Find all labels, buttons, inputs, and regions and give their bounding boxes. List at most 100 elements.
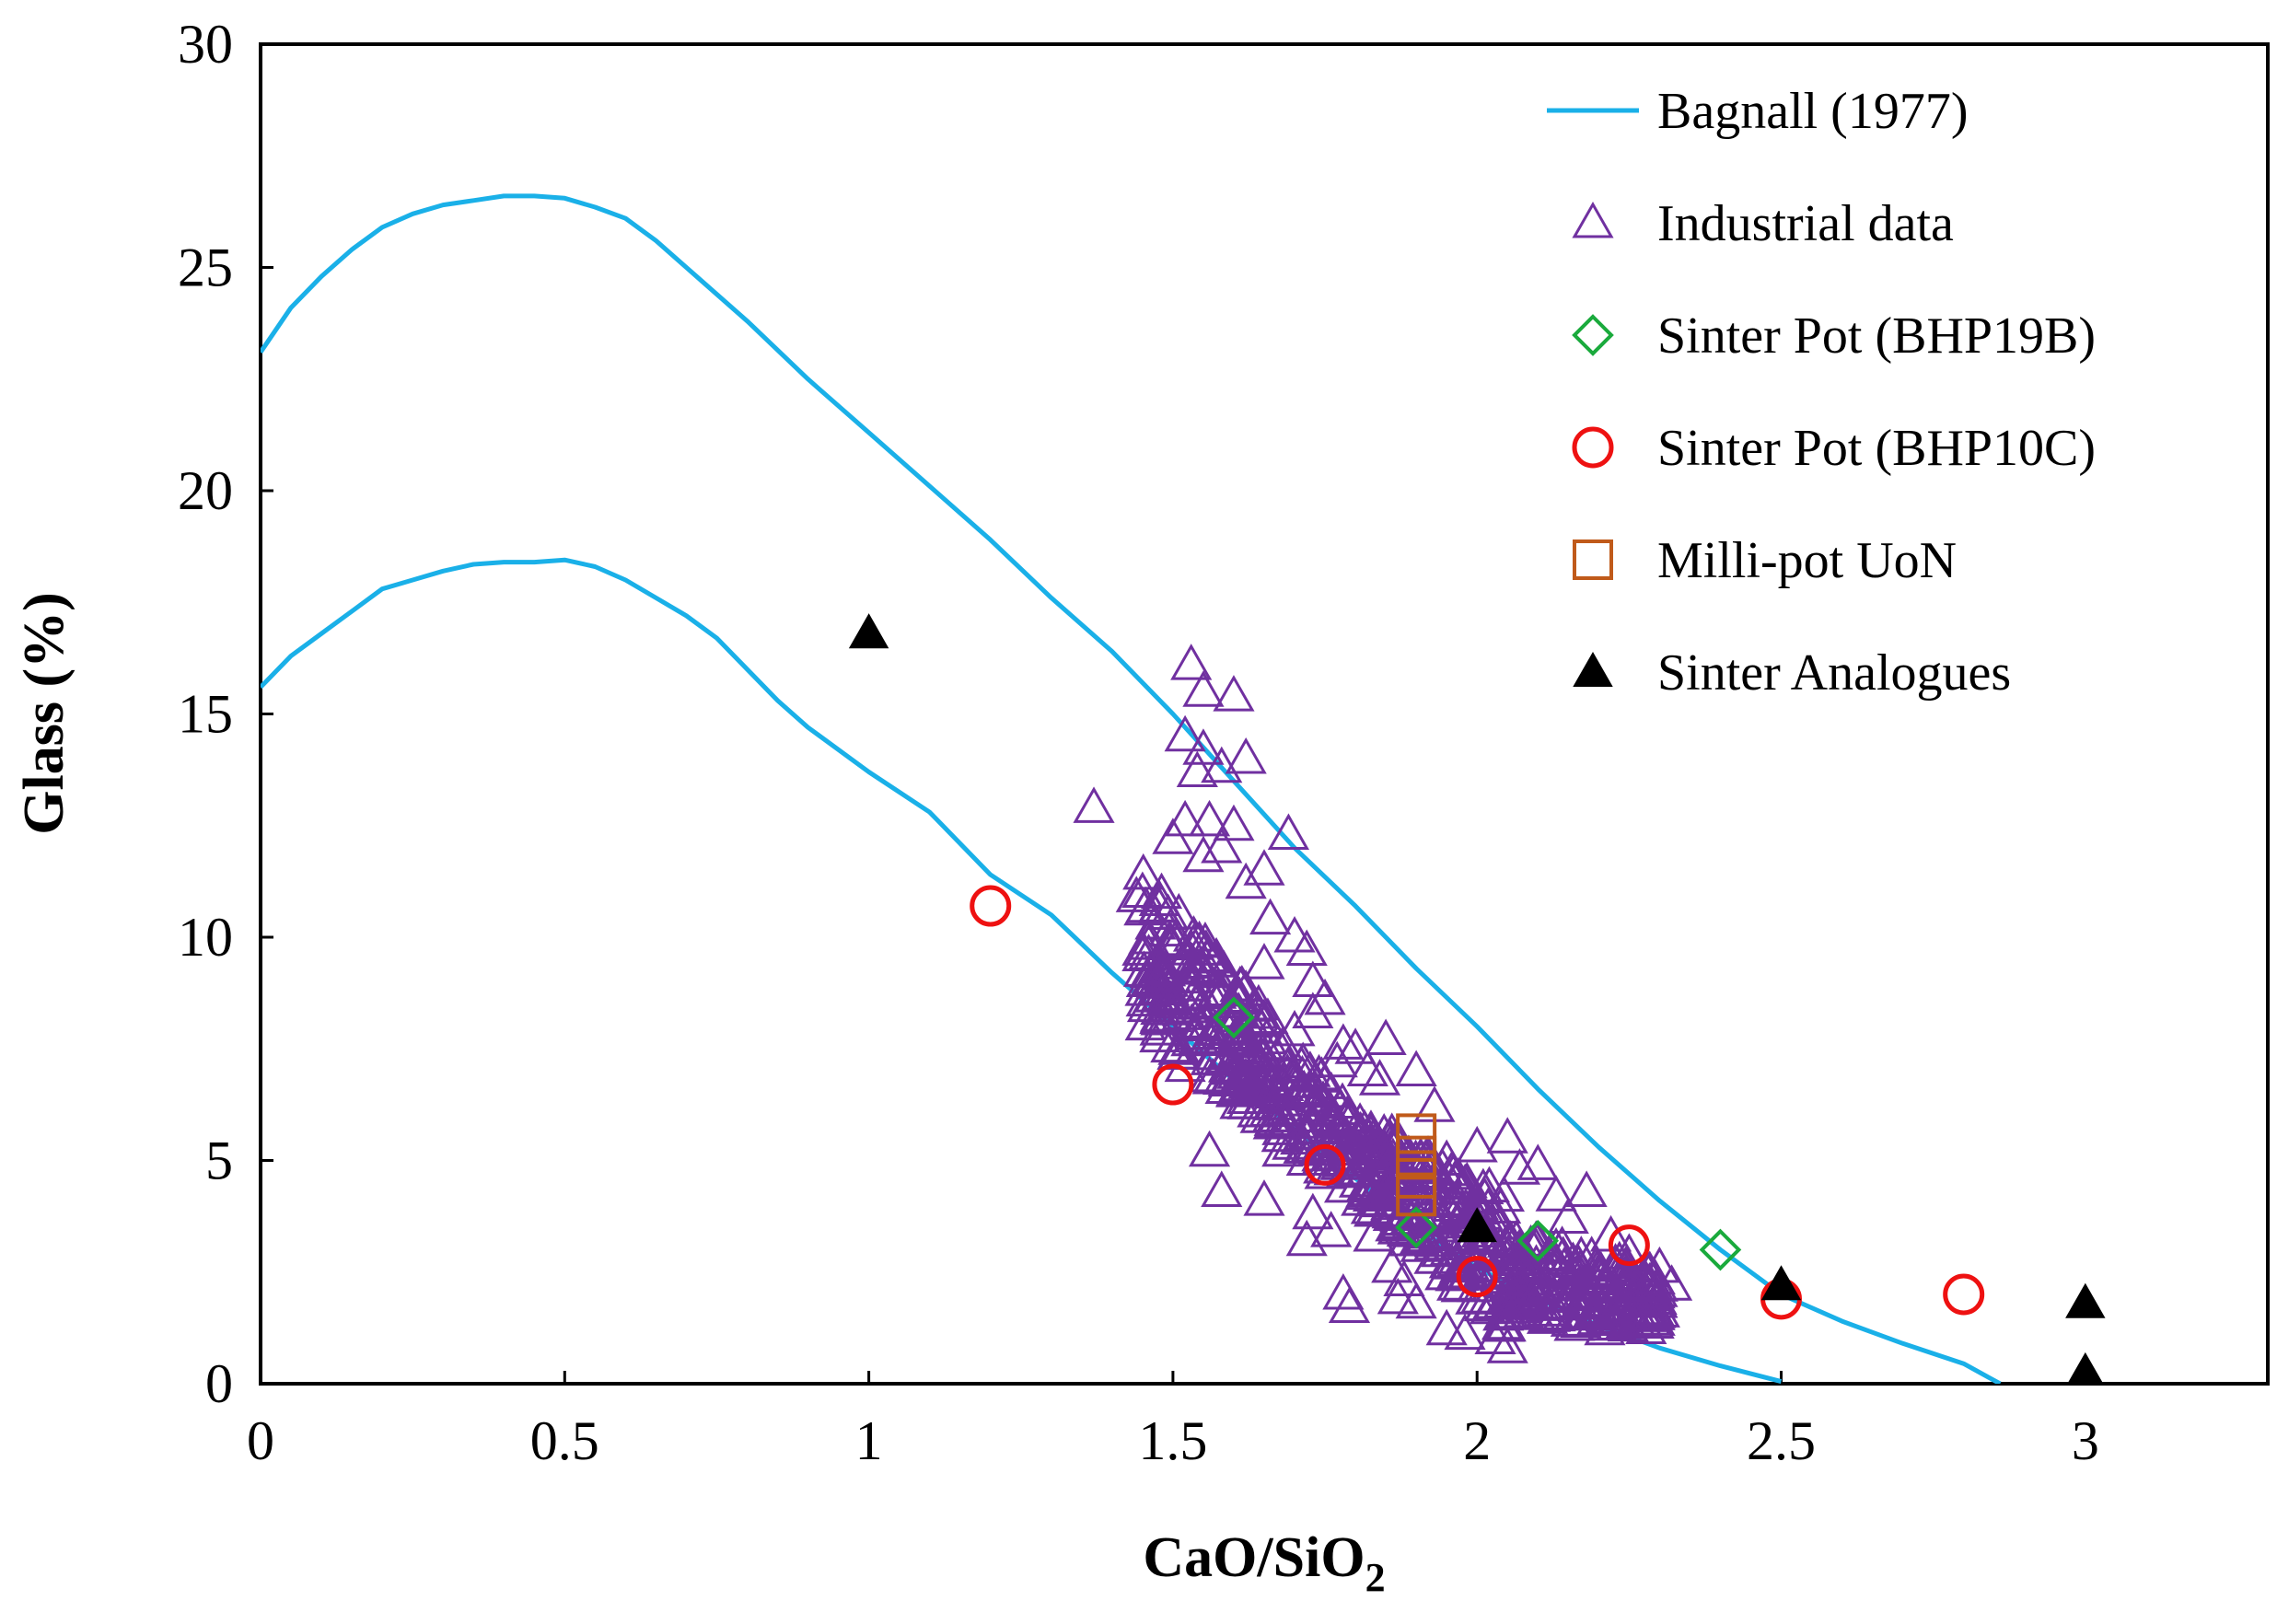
- y-tick-label: 20: [178, 460, 233, 521]
- milli-pot-uon-point: [1396, 1135, 1437, 1177]
- industrial-data-point: [1486, 1327, 1528, 1363]
- y-tick-label: 0: [205, 1353, 233, 1414]
- industrial-data-point: [1444, 1313, 1486, 1351]
- legend-label: Sinter Analogues: [1657, 644, 2011, 702]
- industrial-data-point: [1425, 1308, 1468, 1346]
- industrial-data-point: [1365, 1018, 1407, 1056]
- industrial-data-point: [1157, 1028, 1200, 1065]
- industrial-data-point: [1565, 1170, 1608, 1207]
- industrial-data-point: [1595, 1304, 1637, 1340]
- industrial-data-point: [1227, 1026, 1270, 1063]
- industrial-data-point: [1543, 1246, 1586, 1283]
- industrial-data-point: [1157, 920, 1200, 957]
- industrial-data-point: [1292, 992, 1334, 1028]
- legend-marker-swatch: [1572, 426, 1614, 469]
- industrial-data-point: [1249, 898, 1292, 935]
- industrial-data-point: [1232, 1065, 1274, 1102]
- industrial-data-point: [1553, 1304, 1596, 1341]
- industrial-data-point: [1341, 1179, 1383, 1216]
- milli-pot-uon-point: [1396, 1113, 1437, 1154]
- industrial-data-point: [1225, 737, 1267, 774]
- x-tick-label: 1: [855, 1410, 883, 1471]
- industrial-data-point: [1243, 1179, 1285, 1216]
- industrial-data-point: [1561, 1280, 1603, 1317]
- legend: Bagnall (1977) Industrial data Sinter Pot …: [1547, 83, 2096, 702]
- industrial-data-point: [1638, 1246, 1680, 1283]
- industrial-data-point: [1240, 1007, 1283, 1044]
- industrial-data-point: [1383, 1148, 1425, 1185]
- industrial-data-point: [1285, 1219, 1328, 1257]
- industrial-data-point: [1516, 1269, 1559, 1305]
- industrial-data-point: [1213, 804, 1255, 841]
- legend-label: Milli-pot UoN: [1657, 532, 1957, 589]
- industrial-data-point: [1201, 1170, 1243, 1207]
- industrial-data-point: [1357, 1150, 1400, 1188]
- industrial-data-point: [1531, 1248, 1574, 1285]
- sinter-pot-bhp10c-point: [1152, 1063, 1194, 1106]
- y-axis-title: Glass (%): [13, 592, 76, 835]
- x-tick-label: 2: [1463, 1410, 1491, 1471]
- y-tick-label: 25: [178, 238, 233, 298]
- industrial-data-point: [1412, 1224, 1456, 1261]
- x-tick-label: 3: [2072, 1410, 2099, 1471]
- industrial-data-point: [1551, 1241, 1595, 1279]
- other-series-markers: [848, 613, 2106, 1384]
- industrial-data-point: [1128, 923, 1170, 960]
- industrial-data-point: [1638, 1291, 1680, 1328]
- industrial-data-point: [1608, 1259, 1650, 1295]
- industrial-data-point: [1304, 1153, 1346, 1189]
- industrial-data-point: [1444, 1163, 1486, 1201]
- industrial-data-point: [1353, 1214, 1395, 1252]
- legend-item: Sinter Pot (BHP10C): [1572, 420, 2096, 477]
- industrial-data-point: [1292, 960, 1334, 997]
- industrial-data-point: [1528, 1295, 1572, 1332]
- legend-marker-swatch: [1573, 539, 1613, 580]
- industrial-data-point: [1121, 929, 1164, 966]
- industrial-data-point: [1387, 1219, 1430, 1257]
- industrial-data-point: [1328, 1286, 1371, 1324]
- industrial-data-point: [1336, 1149, 1378, 1186]
- x-axis: 0 0.5 1 1.5 2 2.5 3: [247, 1371, 2099, 1471]
- industrial-data-point: [1516, 1143, 1559, 1180]
- industrial-data-point: [1173, 974, 1215, 1012]
- bagnall-curve-upper: [261, 193, 2002, 1384]
- industrial-data-point: [1582, 1257, 1624, 1293]
- industrial-data-point: [1456, 1125, 1498, 1163]
- industrial-data-point: [1334, 1027, 1377, 1064]
- industrial-data-point: [1651, 1264, 1693, 1301]
- industrial-data-point: [1202, 1058, 1245, 1096]
- industrial-data-point: [1338, 1161, 1381, 1198]
- industrial-data-point: [1188, 935, 1230, 973]
- legend-item: Sinter Analogues: [1573, 644, 2011, 702]
- legend-item: Milli-pot UoN: [1573, 532, 1957, 589]
- sinter-pot-bhp10c-point: [970, 885, 1012, 927]
- legend-item: Sinter Pot (BHP19B): [1572, 307, 2096, 365]
- industrial-data-point: [1504, 1246, 1547, 1283]
- industrial-data-point: [1535, 1175, 1577, 1212]
- y-tick-label: 5: [205, 1131, 233, 1191]
- industrial-data-point: [1073, 786, 1115, 823]
- industrial-data-point: [1339, 1102, 1381, 1139]
- industrial-data-point: [1280, 1045, 1323, 1083]
- legend-marker-swatch: [1573, 651, 1613, 687]
- y-tick-label: 15: [178, 684, 233, 745]
- industrial-data-point: [1201, 746, 1243, 783]
- sinter-pot-bhp19b-point: [1213, 996, 1255, 1039]
- industrial-data-point: [1189, 1016, 1231, 1054]
- industrial-data-point: [1322, 1023, 1365, 1060]
- industrial-data-point: [1350, 1109, 1392, 1146]
- industrial-data-point: [1358, 1059, 1401, 1096]
- industrial-data-point: [1468, 1166, 1511, 1203]
- industrial-data-point: [1261, 1130, 1304, 1167]
- x-tick-label: 1.5: [1138, 1410, 1207, 1471]
- industrial-data-point: [1241, 1066, 1284, 1104]
- industrial-data-point: [1164, 799, 1206, 837]
- industrial-data-point: [1115, 876, 1157, 912]
- industrial-data-point: [1124, 1003, 1167, 1041]
- sinter-analogues-point: [2065, 1282, 2106, 1318]
- industrial-data-point: [1597, 1284, 1640, 1322]
- industrial-data-point: [1182, 670, 1225, 707]
- industrial-data-point: [1377, 1277, 1419, 1315]
- legend-item: Bagnall (1977): [1547, 83, 1968, 140]
